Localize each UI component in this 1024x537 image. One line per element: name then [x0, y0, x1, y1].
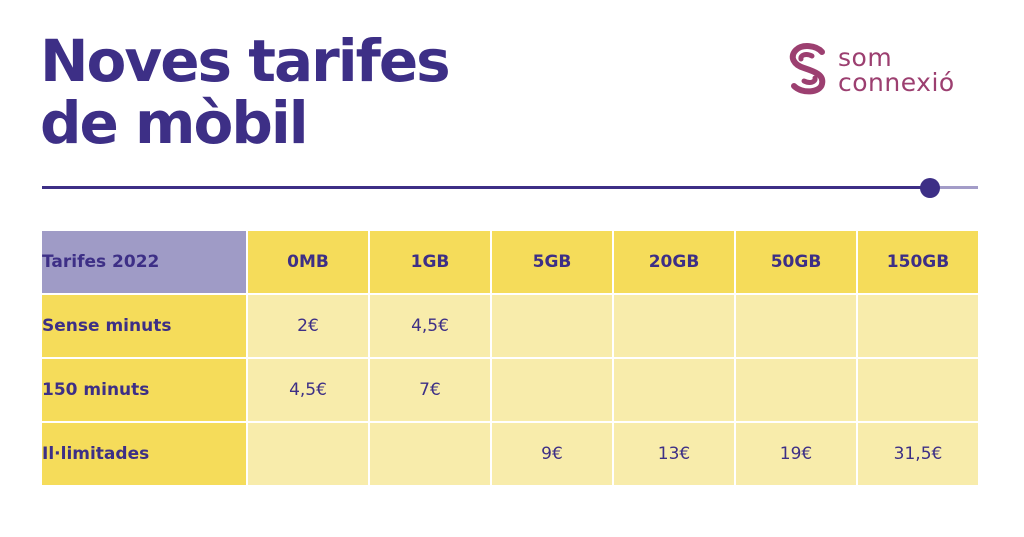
price-cell [614, 359, 734, 421]
row-header: Sense minuts [42, 295, 246, 357]
column-header: 50GB [736, 231, 856, 293]
table-corner-label: Tarifes 2022 [42, 231, 246, 293]
price-cell: 31,5€ [858, 423, 978, 485]
price-cell: 9€ [492, 423, 612, 485]
price-cell [858, 359, 978, 421]
price-cell [370, 423, 490, 485]
price-cell: 2€ [248, 295, 368, 357]
column-header: 20GB [614, 231, 734, 293]
logo-wordmark: som connexió [838, 45, 955, 95]
row-header: Il·limitades [42, 423, 246, 485]
table-header-row: Tarifes 2022 0MB 1GB 5GB 20GB 50GB 150GB [42, 231, 978, 293]
som-connexio-logo-icon [789, 43, 826, 95]
progress-line-remaining [930, 186, 978, 189]
column-header: 5GB [492, 231, 612, 293]
column-header: 150GB [858, 231, 978, 293]
price-cell [614, 295, 734, 357]
price-cell: 4,5€ [248, 359, 368, 421]
page-title-line-1: Noves tarifes [40, 27, 451, 95]
price-cell [492, 359, 612, 421]
row-header: 150 minuts [42, 359, 246, 421]
price-cell: 19€ [736, 423, 856, 485]
column-header: 0MB [248, 231, 368, 293]
column-header: 1GB [370, 231, 490, 293]
page-title: Noves tarifes de mòbil [40, 27, 451, 157]
price-cell: 13€ [614, 423, 734, 485]
progress-knob [920, 178, 940, 198]
price-cell: 7€ [370, 359, 490, 421]
progress-line [42, 186, 932, 189]
price-cell [736, 295, 856, 357]
price-cell [492, 295, 612, 357]
price-cell [858, 295, 978, 357]
logo-line-1: som [838, 43, 893, 72]
price-cell [736, 359, 856, 421]
table-row: 150 minuts 4,5€ 7€ [42, 359, 978, 421]
page-title-line-2: de mòbil [40, 89, 309, 157]
brand-logo: som connexió [786, 42, 986, 98]
tariffs-table: Tarifes 2022 0MB 1GB 5GB 20GB 50GB 150GB… [40, 229, 980, 487]
table-row: Sense minuts 2€ 4,5€ [42, 295, 978, 357]
logo-line-2: connexió [838, 68, 955, 97]
table-row: Il·limitades 9€ 13€ 19€ 31,5€ [42, 423, 978, 485]
price-cell [248, 423, 368, 485]
price-cell: 4,5€ [370, 295, 490, 357]
